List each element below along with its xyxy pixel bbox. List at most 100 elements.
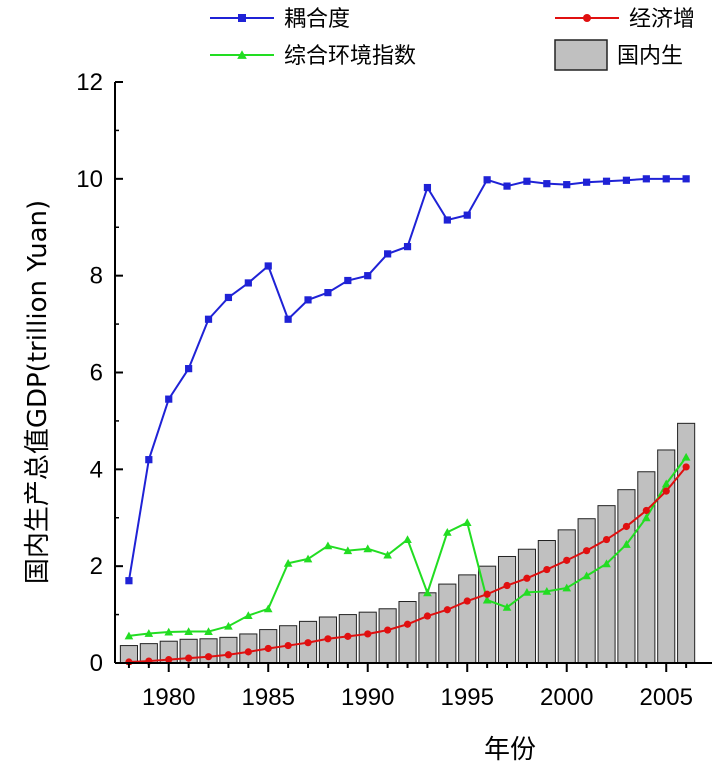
data-point — [304, 639, 312, 647]
data-point — [543, 180, 551, 188]
data-point — [144, 629, 154, 637]
x-tick-label: 2005 — [640, 684, 693, 711]
data-point — [423, 588, 432, 597]
data-point — [363, 544, 373, 553]
axes: 0 2 4 6 8 10 12 1980 1985 1990 1995 2000 2005 — [76, 69, 712, 711]
data-point — [264, 262, 272, 270]
data-point — [165, 395, 173, 403]
legend-marker — [238, 14, 246, 22]
data-point — [682, 463, 690, 471]
data-point — [642, 175, 650, 183]
gdp-bar — [438, 583, 457, 664]
data-point — [523, 177, 531, 185]
legend-swatch — [554, 39, 608, 71]
gdp-bar — [358, 611, 377, 664]
data-point — [622, 522, 631, 531]
data-point — [384, 250, 392, 258]
data-point — [522, 587, 532, 596]
x-tick-label: 1995 — [441, 684, 494, 711]
data-point — [224, 621, 233, 630]
gdp-bar — [637, 471, 656, 664]
data-point — [483, 590, 491, 598]
data-point — [145, 456, 153, 464]
gdp-bar — [597, 505, 616, 664]
y-tick-label: 4 — [90, 456, 103, 483]
data-point — [364, 272, 372, 280]
data-point — [244, 611, 253, 620]
data-point — [403, 535, 412, 543]
y-tick-label: 8 — [90, 263, 103, 290]
gdp-bar — [577, 518, 596, 664]
data-point — [304, 296, 312, 304]
data-point — [563, 556, 571, 564]
legend-marker — [237, 50, 247, 59]
data-point — [184, 627, 193, 635]
y-tick-label: 2 — [90, 553, 103, 580]
data-point — [542, 587, 552, 595]
data-point — [165, 656, 173, 664]
data-point — [642, 513, 651, 522]
data-point — [443, 527, 452, 536]
data-point — [462, 518, 472, 527]
data-point — [562, 583, 572, 592]
data-point — [662, 175, 670, 183]
legend-label: 经济增 — [629, 7, 695, 32]
x-tick-label: 2000 — [540, 684, 593, 711]
data-point — [164, 627, 174, 636]
data-point — [463, 597, 471, 605]
data-point — [582, 571, 591, 580]
data-point — [602, 177, 611, 185]
y-tick-label: 6 — [90, 360, 103, 387]
legend-label: 综合环境指数 — [284, 44, 416, 69]
data-point — [283, 558, 293, 567]
data-point — [383, 550, 392, 559]
data-point — [583, 178, 591, 186]
data-point — [344, 276, 352, 285]
gdp-bar — [537, 540, 556, 664]
data-point — [185, 365, 193, 373]
x-axis-title: 年份 — [484, 735, 536, 765]
legend-marker — [583, 14, 591, 22]
x-tick-label: 1985 — [242, 684, 295, 711]
data-point — [263, 604, 273, 613]
data-point — [323, 541, 333, 550]
gdp-bar — [557, 529, 576, 664]
data-point — [482, 595, 492, 604]
data-point — [463, 211, 471, 219]
data-point — [483, 176, 491, 184]
data-point — [344, 632, 352, 640]
x-tick-label: 1990 — [341, 684, 394, 711]
data-point — [423, 183, 432, 192]
gdp-bar — [458, 574, 477, 664]
bar-series — [119, 422, 696, 664]
data-point — [224, 293, 233, 302]
gdp-bar — [219, 636, 238, 664]
data-point — [125, 577, 133, 585]
data-point — [384, 626, 392, 634]
data-point — [443, 606, 451, 614]
data-point — [204, 315, 213, 323]
gdp-bar — [617, 489, 636, 664]
data-point — [224, 651, 233, 659]
data-point — [503, 182, 511, 190]
data-point — [364, 630, 372, 638]
y-axis-title: 国内生产总值GDP(trillion Yuan) — [23, 200, 53, 584]
y-tick-label: 12 — [76, 69, 103, 96]
data-point — [662, 487, 670, 495]
data-point — [642, 506, 650, 515]
data-point — [284, 315, 292, 323]
legend-label: 耦合度 — [284, 7, 350, 32]
data-point — [681, 452, 691, 461]
gdp-bar — [517, 548, 536, 664]
gdp-bar — [378, 608, 397, 664]
data-point — [284, 641, 292, 650]
data-point — [204, 653, 213, 661]
data-point — [303, 554, 313, 563]
data-point — [343, 546, 353, 555]
gdp-bar — [398, 601, 417, 664]
data-point — [602, 535, 611, 544]
data-point — [622, 176, 631, 184]
data-point — [264, 644, 272, 653]
data-point — [563, 181, 571, 189]
